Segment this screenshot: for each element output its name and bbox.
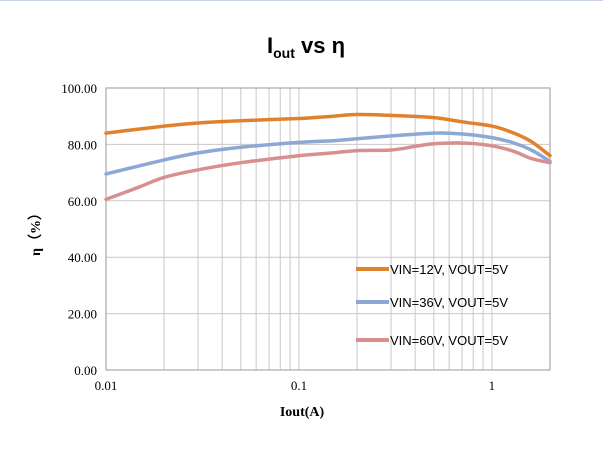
y-tick-label: 20.00 [68, 307, 97, 322]
plot-area [105, 87, 551, 371]
y-tick-label: 80.00 [68, 137, 97, 152]
chart-title: Iout vs η [267, 33, 345, 61]
title-rest: vs η [295, 33, 345, 58]
tick-labels: 0.00 20.00 40.00 60.00 80.00 100.00 0.01 0.1 1 [61, 81, 495, 393]
series-line-2 [104, 131, 552, 176]
x-tick-label: 0.1 [291, 378, 307, 393]
y-axis-title: η（%） [28, 206, 44, 256]
x-tick-label: 1 [489, 378, 496, 393]
series-line-1 [104, 112, 552, 158]
legend-label-1: VIN=12V, VOUT=5V [390, 262, 508, 277]
x-axis-title: Iout(A) [280, 405, 325, 420]
legend-label-2: VIN=36V, VOUT=5V [390, 295, 508, 310]
y-tick-label: 0.00 [74, 363, 97, 378]
legend-label-3: VIN=60V, VOUT=5V [390, 333, 508, 348]
title-base: I [267, 33, 273, 58]
y-tick-label: 40.00 [68, 250, 97, 265]
y-tick-label: 100.00 [61, 81, 97, 96]
legend: VIN=12V, VOUT=5V VIN=36V, VOUT=5V VIN=60V,… [356, 262, 508, 348]
series-line-3 [104, 141, 552, 202]
grid [105, 87, 551, 371]
series-layer [104, 112, 552, 202]
title-subscript: out [273, 45, 295, 61]
y-tick-label: 60.00 [68, 194, 97, 209]
x-tick-label: 0.01 [95, 378, 118, 393]
